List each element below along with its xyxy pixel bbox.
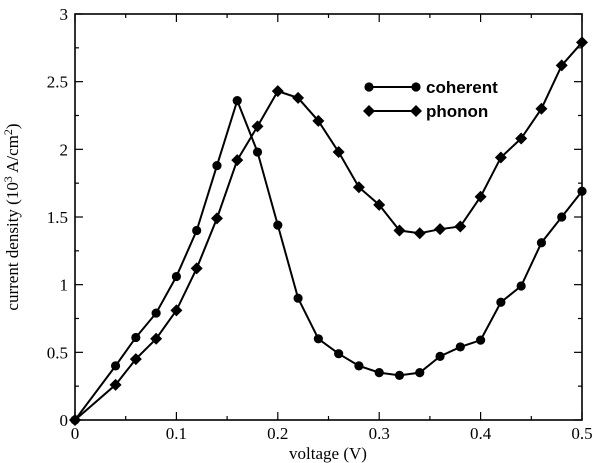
y-axis-title: current density (103 A/cm2) [1,123,22,310]
y-tick-label: 1.5 [47,208,68,227]
phonon-point [251,120,264,133]
phonon-point [393,224,406,237]
y-tick-label: 2.5 [47,73,68,92]
phonon-point [474,190,487,203]
coherent-point [212,160,222,171]
series-coherent [70,96,587,425]
coherent-point [415,368,425,378]
legend: coherent phonon [363,78,498,121]
x-tick-label: 0.3 [369,424,390,443]
phonon-point [494,151,507,164]
phonon-point [210,212,223,225]
phonon-point [231,154,244,167]
phonon-point [454,220,467,233]
phonon-point [271,85,284,98]
coherent-point [557,212,567,222]
x-tick-label: 0 [71,424,80,443]
x-tick-label: 0.4 [470,424,492,443]
phonon-point [515,132,528,145]
legend-label: coherent [426,78,498,97]
coherent-point [394,370,405,380]
coherent-point [232,96,242,106]
x-axis-title: voltage (V) [289,444,367,463]
y-tick-label: 0.5 [47,343,68,362]
phonon-point [535,102,548,115]
phonon-point [576,36,588,49]
coherent-point [496,297,506,307]
coherent-point [435,351,445,361]
phonon-point [352,181,365,194]
coherent-point [476,335,486,345]
phonon-point [129,353,142,366]
coherent-point [293,293,303,303]
coherent-point [577,186,587,196]
phonon-point [434,223,447,236]
y-tick-label: 3 [60,5,69,24]
legend-marker-start [364,82,374,92]
coherent-point [354,361,364,371]
phonon-point [312,114,325,127]
coherent-point [516,281,526,291]
x-tick-label: 0.1 [166,424,187,443]
series-phonon [69,36,588,426]
y-tick-label: 2 [60,140,69,159]
coherent-point [536,238,547,248]
y-axis-ticks: 0 0.5 1 1.5 2 2.5 3 [47,5,582,430]
y-tick-label: 0 [60,411,69,430]
phonon-point [413,227,426,240]
series-layer [69,36,588,426]
coherent-point [171,271,181,282]
coherent-point [110,361,121,371]
phonon-point [555,59,568,72]
coherent-point [455,342,465,352]
coherent-point [252,147,263,157]
coherent-point [334,349,344,359]
phonon-point [170,304,183,317]
plot-frame [74,13,583,421]
coherent-point [131,332,141,343]
phonon-point [332,146,345,159]
coherent-point [192,225,202,236]
phonon-point [150,332,163,345]
legend-marker-end [410,105,422,117]
x-tick-label: 0.5 [571,424,592,443]
phonon-point [373,198,386,211]
phonon-line [74,41,583,421]
legend-marker-start [363,105,375,117]
coherent-point [374,368,384,378]
coherent-point [151,308,161,318]
legend-item-coherent: coherent [364,78,498,97]
phonon-point [292,91,305,104]
legend-marker-end [411,82,421,92]
phonon-point [109,378,122,391]
x-axis-ticks: 0 0.1 0.2 0.3 0.4 0.5 [71,14,593,443]
y-tick-label: 1 [60,276,69,295]
coherent-line [74,97,583,421]
legend-item-phonon: phonon [363,102,488,121]
x-tick-label: 0.2 [267,424,288,443]
phonon-point [190,262,203,275]
phonon-point [69,414,81,426]
coherent-point [273,220,283,230]
coherent-point [313,334,323,344]
legend-label: phonon [426,102,488,121]
